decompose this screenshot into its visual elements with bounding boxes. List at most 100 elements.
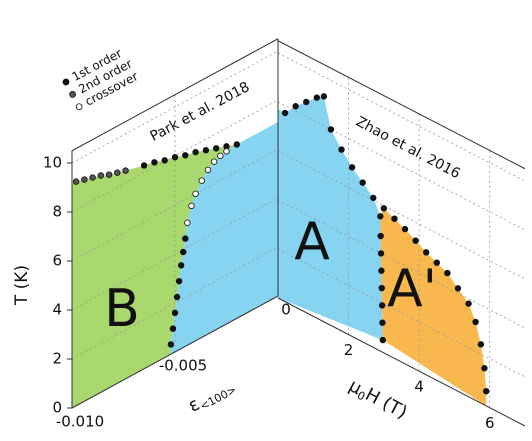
data-point bbox=[89, 174, 96, 181]
data-point bbox=[114, 169, 121, 176]
grid-line bbox=[71, 197, 279, 311]
data-point bbox=[303, 98, 310, 106]
data-point bbox=[359, 179, 366, 186]
data-point bbox=[477, 341, 485, 348]
x-axis-label-rest: H (T) bbox=[362, 384, 411, 423]
data-point bbox=[97, 172, 105, 179]
data-point bbox=[169, 325, 177, 332]
region-b bbox=[72, 144, 237, 408]
grid-line bbox=[277, 199, 526, 329]
data-point bbox=[180, 248, 187, 256]
data-point bbox=[313, 94, 321, 101]
data-point bbox=[482, 387, 490, 395]
data-point bbox=[454, 285, 462, 292]
data-point bbox=[423, 249, 430, 256]
data-point bbox=[401, 225, 409, 233]
axis-edge bbox=[277, 40, 526, 170]
data-point bbox=[105, 171, 113, 178]
data-point bbox=[433, 259, 440, 266]
data-point bbox=[292, 103, 299, 110]
data-point bbox=[72, 178, 80, 185]
axis-edge bbox=[277, 297, 526, 427]
annotation: Zhao et al. 2016 bbox=[353, 114, 463, 182]
data-point bbox=[167, 341, 175, 348]
data-point bbox=[378, 267, 385, 274]
region-a bbox=[170, 122, 278, 355]
x-tick-label: -0.010 bbox=[56, 413, 104, 431]
data-point bbox=[140, 162, 148, 169]
data-point bbox=[192, 148, 199, 156]
y-tick-label: 8 bbox=[52, 203, 62, 221]
data-point bbox=[481, 365, 488, 372]
axis-edge bbox=[71, 295, 279, 409]
x-tick-label: -0.005 bbox=[159, 357, 207, 375]
data-point bbox=[175, 277, 183, 285]
data-point bbox=[173, 293, 181, 301]
y-tick-label: 0 bbox=[52, 399, 62, 417]
y-axis-label: T (K) bbox=[12, 265, 32, 306]
grid-line bbox=[277, 52, 526, 182]
grid-line bbox=[277, 248, 526, 378]
data-point bbox=[81, 176, 88, 183]
data-point bbox=[281, 109, 289, 117]
grid-line bbox=[71, 148, 279, 262]
x-axis-label-sub: <100> bbox=[198, 383, 239, 413]
region-label: A bbox=[294, 212, 330, 272]
x-tick-label: 0 bbox=[281, 301, 291, 319]
data-point bbox=[202, 147, 210, 154]
data-point bbox=[182, 152, 189, 159]
data-point bbox=[320, 93, 328, 100]
x-axis-label: μ0H (T) bbox=[345, 375, 411, 424]
legend-marker bbox=[75, 103, 83, 111]
grid-line bbox=[71, 246, 279, 360]
data-point bbox=[151, 159, 158, 166]
data-point bbox=[122, 167, 129, 174]
data-point bbox=[223, 148, 230, 155]
data-point bbox=[370, 194, 377, 202]
region-a bbox=[278, 96, 383, 341]
regions bbox=[72, 96, 487, 408]
data-point bbox=[182, 235, 189, 242]
y-tick-label: 4 bbox=[52, 301, 62, 319]
annotation: Park et al. 2018 bbox=[148, 79, 253, 145]
x-tick-label: 4 bbox=[414, 378, 424, 396]
data-point bbox=[348, 164, 356, 171]
data-point bbox=[338, 146, 345, 153]
data-point bbox=[378, 284, 385, 292]
legend-marker bbox=[62, 78, 70, 86]
data-point bbox=[391, 215, 398, 222]
grid-line bbox=[277, 101, 526, 231]
data-point bbox=[204, 166, 212, 174]
x-tick-label: 2 bbox=[344, 341, 354, 359]
data-point bbox=[233, 141, 240, 148]
axis-edge bbox=[71, 38, 279, 152]
y-tick-label: 2 bbox=[52, 350, 62, 368]
data-point bbox=[377, 250, 385, 257]
region-label: B bbox=[104, 279, 140, 339]
region-a-prime bbox=[380, 208, 487, 406]
x-axis-label: ε<100> bbox=[185, 375, 239, 418]
data-point bbox=[192, 190, 199, 197]
data-point bbox=[198, 177, 205, 184]
data-point bbox=[379, 319, 386, 326]
data-point bbox=[177, 262, 185, 269]
y-tick-label: 10 bbox=[43, 154, 62, 172]
data-point bbox=[212, 145, 220, 152]
data-point bbox=[184, 219, 191, 226]
grid-line bbox=[71, 50, 279, 164]
data-point bbox=[380, 205, 388, 212]
y-tick-label: 6 bbox=[52, 252, 62, 270]
marks bbox=[72, 93, 490, 395]
data-point bbox=[171, 154, 179, 161]
grid-line bbox=[71, 99, 279, 213]
data-point bbox=[327, 126, 335, 133]
x-tick-label: 6 bbox=[485, 414, 495, 432]
data-point bbox=[444, 269, 451, 277]
grid-line bbox=[277, 150, 526, 280]
data-point bbox=[465, 300, 472, 307]
data-point bbox=[161, 157, 168, 164]
data-point bbox=[171, 309, 179, 316]
data-point bbox=[217, 152, 224, 160]
